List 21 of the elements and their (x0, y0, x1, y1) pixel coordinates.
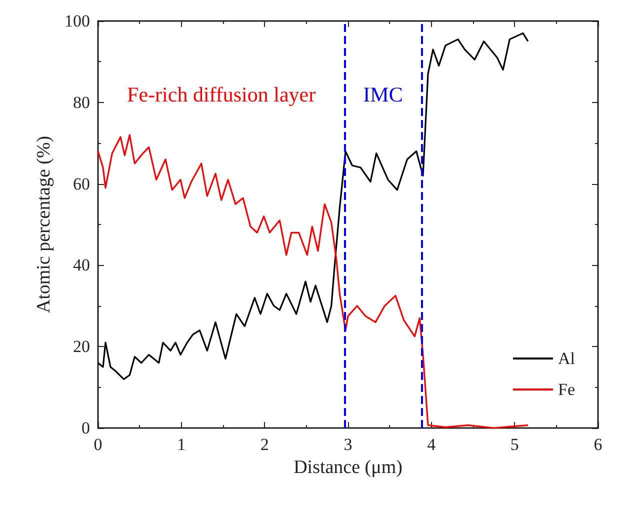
y-tick-label: 80 (73, 92, 90, 112)
legend-label: Fe (558, 380, 575, 399)
x-tick-label: 1 (177, 435, 186, 454)
line-series (97, 32, 529, 380)
y-axis-title: Atomic percentage (%) (34, 136, 55, 314)
x-tick-label: 0 (94, 435, 102, 454)
line-series (97, 134, 529, 429)
annotation: IMC (363, 82, 403, 106)
x-tick-label: 3 (344, 435, 352, 454)
x-tick-label: 4 (427, 435, 436, 454)
y-tick-label: 0 (82, 418, 90, 438)
y-tick-label: 100 (64, 12, 90, 30)
annotation: Fe-rich diffusion layer (127, 82, 316, 106)
y-tick-label: 20 (73, 337, 90, 356)
x-axis-title: Distance (μm) (294, 456, 402, 478)
x-tick-label: 2 (260, 435, 269, 454)
legend-label: Al (558, 349, 576, 368)
x-tick-label: 6 (594, 435, 602, 454)
y-tick-label: 60 (73, 174, 90, 194)
x-tick-label: 5 (510, 435, 519, 454)
y-tick-label: 40 (73, 256, 90, 275)
